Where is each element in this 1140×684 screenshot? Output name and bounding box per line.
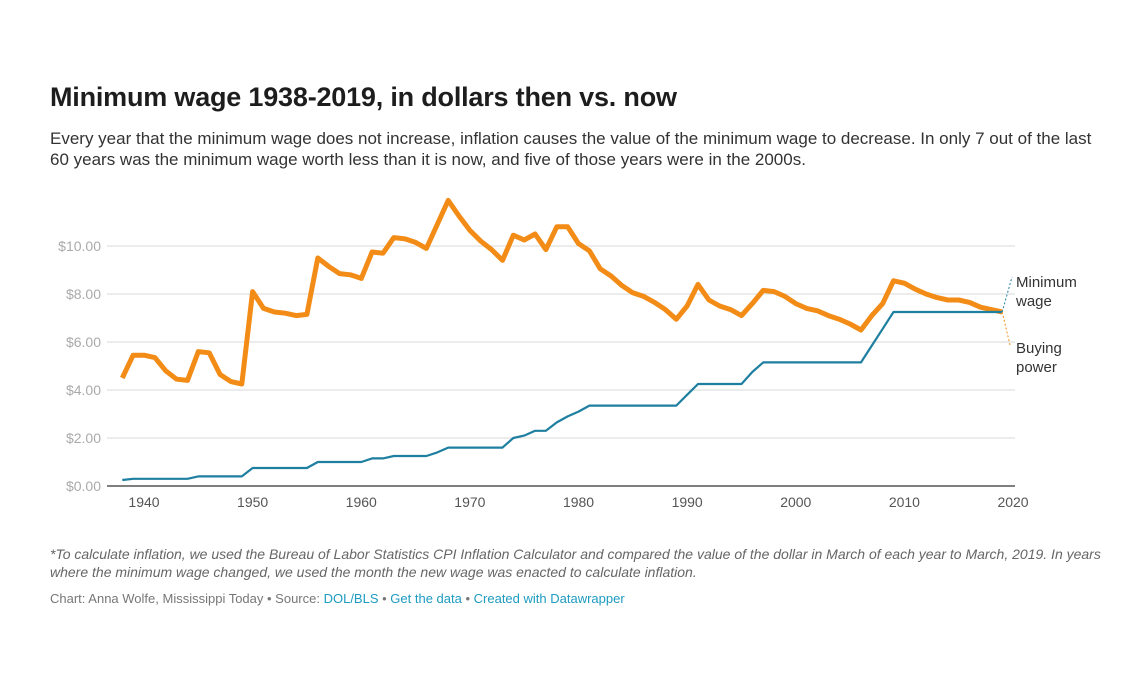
x-tick-label: 2020 <box>997 494 1028 510</box>
separator: • <box>378 591 391 606</box>
y-tick-label: $10.00 <box>58 238 101 254</box>
buying-power-label: Buying <box>1016 340 1062 357</box>
buying-power-label: power <box>1016 359 1057 376</box>
separator: • <box>461 591 474 606</box>
x-tick-label: 2000 <box>780 494 811 510</box>
buying-power-line <box>120 197 1003 387</box>
y-tick-label: $2.00 <box>66 430 101 446</box>
y-tick-label: $4.00 <box>66 382 101 398</box>
y-tick-label: $6.00 <box>66 334 101 350</box>
datawrapper-link[interactable]: Created with Datawrapper <box>473 591 625 606</box>
buying-power-label-leader <box>1001 311 1011 346</box>
chart-footer: Chart: Anna Wolfe, Mississippi Today • S… <box>50 591 625 606</box>
source-link[interactable]: DOL/BLS <box>323 591 379 606</box>
chart-subtitle: Every year that the minimum wage does no… <box>50 129 1092 169</box>
x-tick-label: 1940 <box>128 494 159 510</box>
chart-title: Minimum wage 1938-2019, in dollars then … <box>50 82 677 112</box>
x-tick-label: 1960 <box>346 494 377 510</box>
x-tick-label: 1950 <box>237 494 268 510</box>
x-tick-label: 2010 <box>889 494 920 510</box>
x-tick-label: 1970 <box>454 494 485 510</box>
credit-text: Chart: Anna Wolfe, Mississippi Today • S… <box>50 591 324 606</box>
minimum-wage-label: Minimum <box>1016 274 1077 291</box>
minimum-wage-label: wage <box>1015 293 1052 310</box>
y-tick-label: $8.00 <box>66 286 101 302</box>
get-data-link[interactable]: Get the data <box>390 591 462 606</box>
x-tick-label: 1990 <box>672 494 703 510</box>
chart-note: *To calculate inflation, we used the Bur… <box>50 546 1101 580</box>
x-tick-label: 1980 <box>563 494 594 510</box>
y-tick-label: $0.00 <box>66 478 101 494</box>
minimum-wage-line <box>122 310 1003 482</box>
